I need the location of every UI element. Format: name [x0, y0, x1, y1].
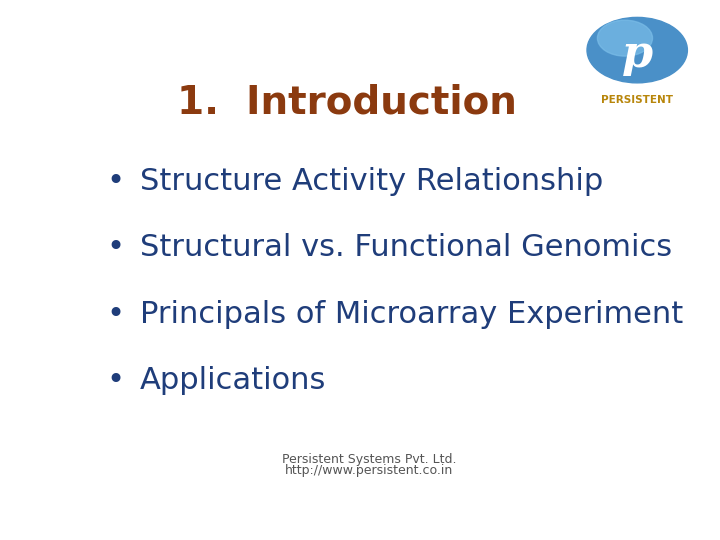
Text: http://www.persistent.co.in: http://www.persistent.co.in — [285, 464, 453, 477]
Circle shape — [587, 17, 688, 83]
Text: 1.  Introduction: 1. Introduction — [176, 83, 517, 121]
Text: Applications: Applications — [140, 366, 327, 395]
Text: p: p — [621, 32, 653, 76]
Text: Structure Activity Relationship: Structure Activity Relationship — [140, 167, 603, 195]
Text: •: • — [106, 167, 124, 195]
Text: •: • — [106, 233, 124, 262]
Text: Persistent Systems Pvt. Ltd.: Persistent Systems Pvt. Ltd. — [282, 453, 456, 467]
Text: PERSISTENT: PERSISTENT — [601, 95, 673, 105]
Text: Principals of Microarray Experiment: Principals of Microarray Experiment — [140, 300, 683, 329]
Text: •: • — [106, 300, 124, 329]
Text: •: • — [106, 366, 124, 395]
Text: Structural vs. Functional Genomics: Structural vs. Functional Genomics — [140, 233, 672, 262]
Circle shape — [598, 20, 652, 56]
